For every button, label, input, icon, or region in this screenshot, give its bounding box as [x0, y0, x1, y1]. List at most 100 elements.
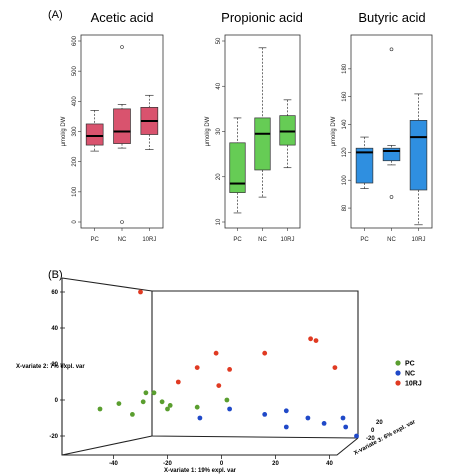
y-tick-label: 40 — [216, 82, 222, 89]
y-tick-label: 180 — [342, 63, 348, 74]
y-tick-label: 500 — [72, 66, 78, 77]
point-pc — [165, 406, 170, 412]
point-10rj — [138, 289, 143, 295]
point-pc — [140, 399, 146, 405]
point-10rj — [262, 350, 268, 356]
x-tick-label: NC — [258, 237, 267, 243]
y-tick-label: 100 — [342, 175, 348, 186]
y-tick-label: 400 — [72, 96, 78, 107]
y-axis-label: μmol/g DW — [205, 116, 211, 146]
x-tick-label: NC — [387, 237, 396, 243]
point-10rj — [194, 365, 200, 370]
legend-label: PC — [405, 361, 415, 368]
bounding-box-edge — [151, 291, 359, 439]
point-nc — [283, 408, 289, 414]
legend-label: NC — [405, 371, 415, 378]
y-tick-label: 200 — [72, 156, 78, 167]
x-tick-label: 20 — [272, 461, 279, 467]
x-tick-label: 0 — [220, 461, 224, 467]
chart-title: Butyric acid — [358, 10, 425, 25]
point-nc — [340, 415, 346, 421]
y-tick-label: 30 — [216, 128, 222, 135]
y-tick-label: 80 — [342, 204, 348, 211]
point-10rj — [216, 383, 222, 388]
point-nc — [283, 424, 289, 430]
y-tick-label: 120 — [342, 147, 348, 158]
point-10rj — [313, 338, 319, 343]
legend: PC NC 10RJ — [395, 360, 422, 388]
point-pc — [224, 397, 230, 403]
y-axis-label: μmol/g DW — [331, 116, 337, 146]
x-tick-label: -20 — [163, 461, 172, 467]
point-pc — [159, 399, 165, 405]
z-tick-label: -20 — [366, 436, 375, 442]
y-axis-label: X-variate 2: 7% expl. var — [16, 364, 85, 370]
x-tick-label: 10RJ — [280, 237, 294, 243]
point-10rj — [308, 336, 313, 342]
box-nc — [113, 108, 131, 144]
point-pc — [194, 404, 200, 410]
y-tick-label: 300 — [72, 126, 78, 137]
legend-label: 10RJ — [405, 381, 422, 388]
y-tick-label: 20 — [216, 173, 222, 180]
box-10rj — [279, 115, 296, 146]
y-tick-label: 60 — [51, 290, 58, 296]
point-nc — [262, 412, 268, 417]
boxplot-2: Butyric acid 80 100 120 140 160 180 μmol/g DW PC… — [331, 10, 433, 243]
point-nc — [305, 415, 311, 421]
panel-a-label: (A) — [48, 9, 63, 21]
bounding-box-edge — [61, 277, 359, 438]
point-pc — [143, 390, 149, 396]
outlier-point — [120, 45, 124, 49]
y-tick-label: -20 — [49, 434, 58, 440]
point-pc — [130, 412, 135, 417]
point-10rj — [213, 350, 219, 356]
y-tick-label: 50 — [216, 37, 222, 44]
x-tick-label: 40 — [326, 461, 333, 467]
y-tick-label: 160 — [342, 91, 348, 102]
chart-title: Propionic acid — [221, 10, 303, 25]
z-tick-label: 0 — [371, 428, 375, 434]
box-pc — [355, 147, 374, 184]
outlier-point — [120, 220, 124, 224]
bounding-box-edge — [61, 435, 153, 456]
point-nc — [354, 433, 359, 439]
outlier-point — [389, 47, 394, 52]
y-tick-label: 20 — [51, 362, 58, 368]
point-10rj — [227, 367, 233, 372]
point-10rj — [332, 365, 338, 370]
x-tick-label: PC — [360, 237, 369, 243]
y-tick-label: 140 — [342, 119, 348, 130]
chart-title: Acetic acid — [91, 10, 154, 25]
y-tick-label: 0 — [55, 398, 59, 404]
x-axis-label: X-variate 1: 19% expl. var — [164, 468, 237, 474]
y-tick-label: 100 — [72, 186, 78, 197]
x-tick-label: 10RJ — [411, 237, 425, 243]
box-pc — [85, 123, 104, 146]
box-nc — [254, 117, 271, 171]
x-tick-label: NC — [118, 237, 127, 243]
x-tick-label: -40 — [109, 461, 118, 467]
z-tick-label: 20 — [376, 420, 383, 426]
point-nc — [227, 406, 233, 412]
point-nc — [343, 424, 349, 430]
bounding-box-edge — [61, 278, 359, 456]
point-pc — [167, 403, 173, 408]
legend-marker-pc — [395, 360, 401, 366]
point-pc — [151, 390, 157, 396]
box-10rj — [409, 120, 428, 191]
y-tick-label: 600 — [72, 35, 78, 46]
outlier-point — [389, 195, 394, 199]
point-nc — [321, 421, 327, 426]
point-nc — [197, 415, 203, 421]
y-axis-label: μmol/g DW — [61, 116, 67, 146]
legend-marker-nc — [395, 370, 401, 376]
y-tick-label: 40 — [51, 326, 58, 332]
y-tick-label: 10 — [216, 218, 222, 225]
x-tick-label: 10RJ — [142, 237, 156, 243]
point-pc — [116, 401, 122, 406]
